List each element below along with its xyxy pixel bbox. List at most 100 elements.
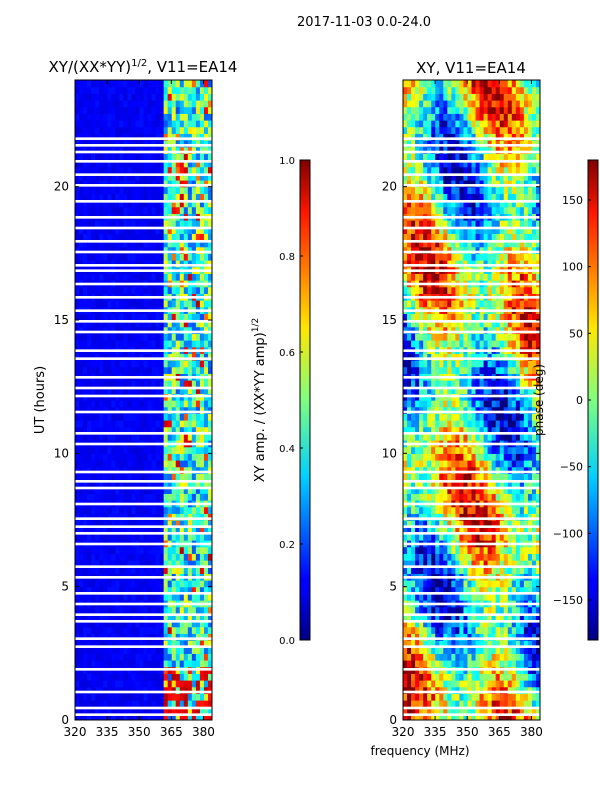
heatmap-cell xyxy=(407,713,412,720)
heatmap-cell xyxy=(463,513,469,521)
heatmap-cell xyxy=(167,386,173,394)
heatmap-cell xyxy=(99,626,104,634)
heatmap-cell xyxy=(447,706,452,714)
heatmap-cell xyxy=(475,520,481,528)
heatmap-cell xyxy=(123,166,128,174)
heatmap-cell xyxy=(207,633,212,641)
heatmap-cell xyxy=(491,680,497,688)
heatmap-cell xyxy=(103,586,108,594)
heatmap-cell xyxy=(435,686,440,694)
heatmap-cell xyxy=(99,193,104,201)
heatmap-cell xyxy=(155,486,161,494)
heatmap-cell xyxy=(131,520,137,528)
heatmap-cell xyxy=(527,593,533,601)
heatmap-cell xyxy=(507,626,513,634)
heatmap-cell xyxy=(163,186,169,194)
heatmap-cell xyxy=(99,106,104,114)
heatmap-cell xyxy=(103,433,108,441)
heatmap-cell xyxy=(99,360,104,368)
heatmap-cell xyxy=(419,686,424,694)
heatmap-cell xyxy=(179,660,185,668)
data-gap-band xyxy=(75,565,212,568)
heatmap-cell xyxy=(131,493,137,501)
heatmap-cell xyxy=(483,686,489,694)
heatmap-cell xyxy=(199,106,205,114)
heatmap-cell xyxy=(523,673,529,681)
heatmap-cell xyxy=(199,366,205,374)
heatmap-cell xyxy=(75,620,80,628)
heatmap-cell xyxy=(183,553,189,561)
heatmap-cell xyxy=(123,486,128,494)
heatmap-cell xyxy=(431,566,436,574)
heatmap-cell xyxy=(171,446,177,454)
heatmap-cell xyxy=(163,113,169,121)
heatmap-cell xyxy=(143,86,149,94)
heatmap-cell xyxy=(187,200,193,208)
heatmap-cell xyxy=(83,240,88,248)
heatmap-cell xyxy=(95,553,100,561)
heatmap-cell xyxy=(135,413,141,421)
heatmap-cell xyxy=(75,106,80,114)
heatmap-cell xyxy=(75,646,80,654)
heatmap-cell xyxy=(199,273,205,281)
heatmap-cell xyxy=(183,686,189,694)
heatmap-cell xyxy=(499,473,505,481)
heatmap-cell xyxy=(455,446,461,454)
heatmap-cell xyxy=(99,120,104,128)
heatmap-cell xyxy=(111,400,116,408)
heatmap-cell xyxy=(139,173,145,181)
heatmap-cell xyxy=(499,506,505,514)
heatmap-cell xyxy=(79,80,84,88)
heatmap-cell xyxy=(411,646,416,654)
heatmap-cell xyxy=(115,646,120,654)
heatmap-cell xyxy=(183,653,189,661)
heatmap-cell xyxy=(455,406,461,414)
heatmap-cell xyxy=(127,320,133,328)
heatmap-cell xyxy=(203,606,209,614)
heatmap-cell xyxy=(83,446,88,454)
heatmap-cell xyxy=(427,626,432,634)
heatmap-cell xyxy=(191,353,197,361)
heatmap-cell xyxy=(187,686,193,694)
heatmap-cell xyxy=(119,240,124,248)
heatmap-cell xyxy=(115,553,120,561)
phase-panel-title: XY, V11=EA14 xyxy=(416,59,526,77)
heatmap-cell xyxy=(207,566,212,574)
heatmap-cell xyxy=(463,453,469,461)
heatmap-cell xyxy=(127,386,133,394)
heatmap-cell xyxy=(155,446,161,454)
heatmap-cell xyxy=(475,566,481,574)
heatmap-cell xyxy=(535,593,540,601)
heatmap-cell xyxy=(519,560,525,568)
heatmap-cell xyxy=(475,513,481,521)
heatmap-cell xyxy=(127,673,133,681)
heatmap-cell xyxy=(179,526,185,534)
heatmap-cell xyxy=(183,240,189,248)
heatmap-cell xyxy=(407,580,412,588)
heatmap-cell xyxy=(419,606,424,614)
heatmap-cell xyxy=(111,493,116,501)
heatmap-cell xyxy=(91,673,96,681)
heatmap-cell xyxy=(203,513,209,521)
heatmap-cell xyxy=(111,560,116,568)
heatmap-cell xyxy=(107,526,112,534)
heatmap-cell xyxy=(475,526,481,534)
heatmap-cell xyxy=(87,386,92,394)
heatmap-cell xyxy=(99,166,104,174)
heatmap-cell xyxy=(463,706,469,714)
heatmap-cell xyxy=(515,580,521,588)
heatmap-cell xyxy=(203,633,209,641)
heatmap-cell xyxy=(479,533,485,541)
heatmap-cell xyxy=(167,246,173,254)
heatmap-cell xyxy=(527,580,533,588)
heatmap-cell xyxy=(479,606,485,614)
heatmap-cell xyxy=(175,473,181,481)
heatmap-cell xyxy=(471,520,477,528)
heatmap-cell xyxy=(459,700,465,708)
heatmap-cell xyxy=(191,240,197,248)
heatmap-cell xyxy=(143,533,149,541)
heatmap-cell xyxy=(75,526,80,534)
heatmap-cell xyxy=(159,106,165,114)
heatmap-cell xyxy=(487,646,493,654)
heatmap-cell xyxy=(439,640,444,648)
